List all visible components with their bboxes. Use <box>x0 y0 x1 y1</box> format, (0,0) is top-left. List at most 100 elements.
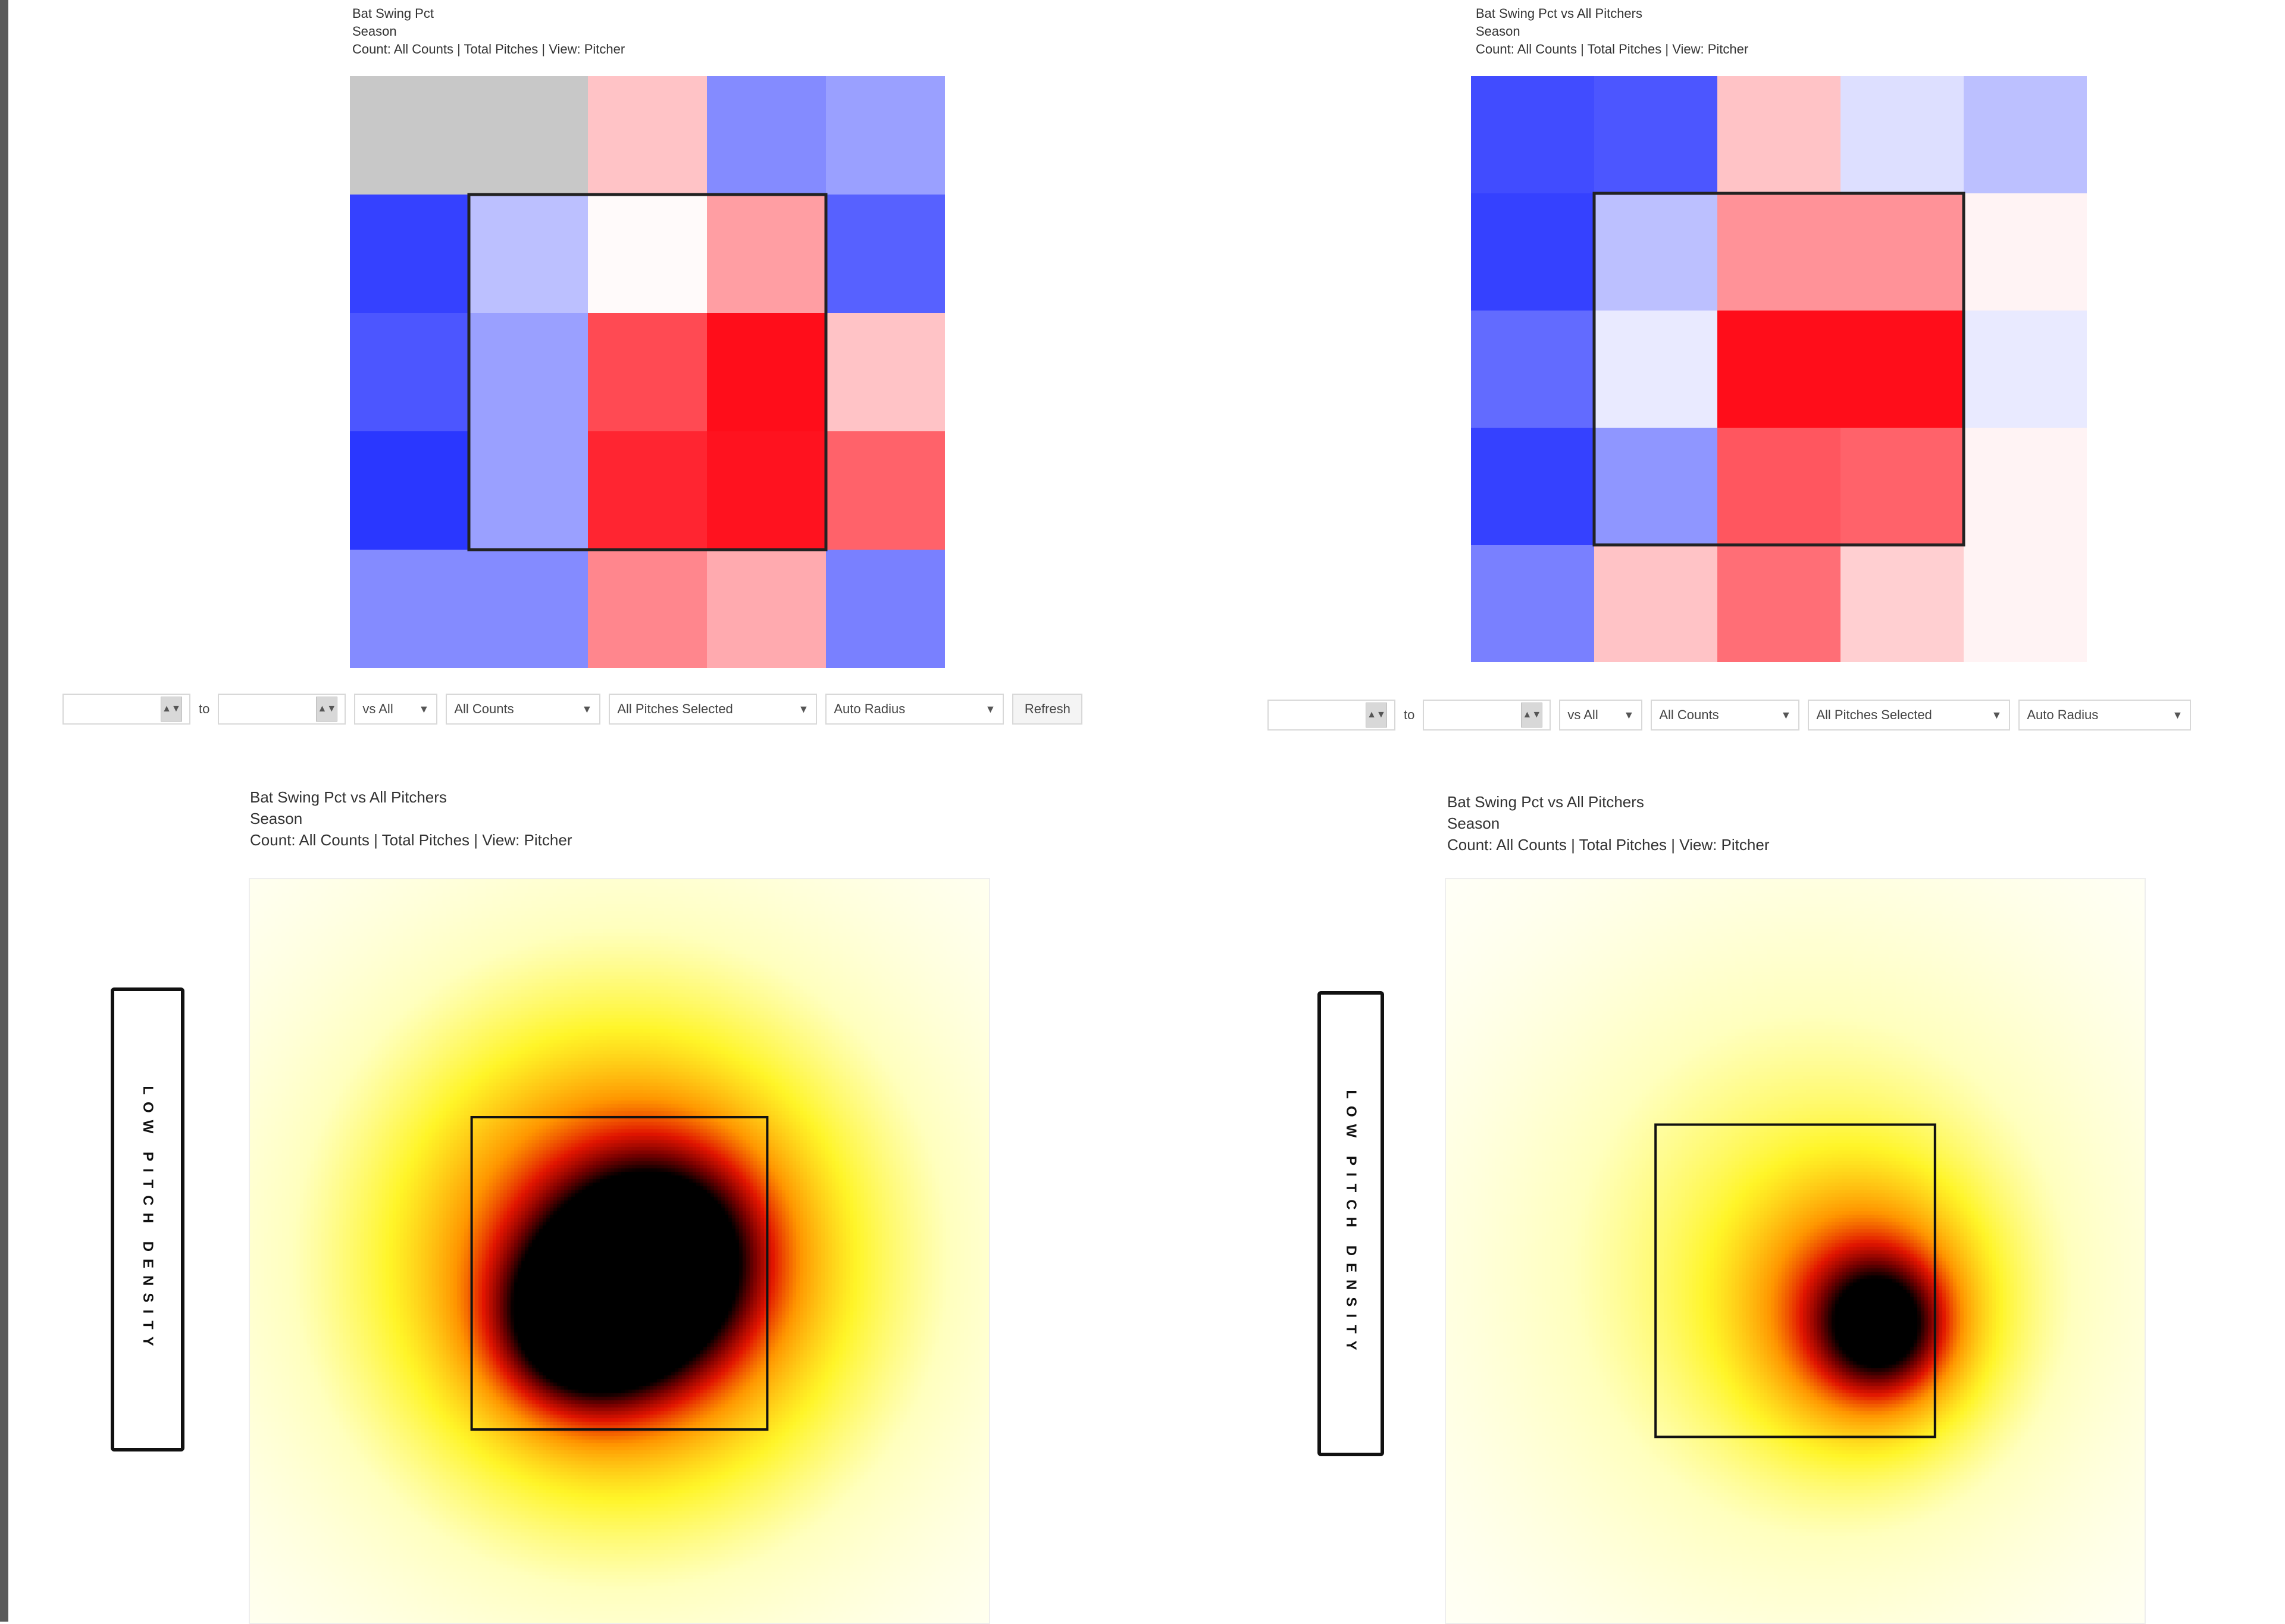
to-label-2: to <box>1404 707 1415 722</box>
vs-select-2-value: vs All <box>1567 707 1598 722</box>
from-date-input-2[interactable]: ▲▼ <box>1267 700 1395 731</box>
chevron-down-icon: ▼ <box>2172 708 2183 721</box>
zone-2-cell-r4-c2 <box>1717 545 1841 662</box>
zone-chart-2-title-line-1: Bat Swing Pct vs All Pitchers <box>1476 6 1642 21</box>
zone-2-cell-r0-c2 <box>1717 76 1841 194</box>
density-chart-2-strike-zone <box>1654 1123 1936 1438</box>
density-legend-2: LOW PITCH DENSITY <box>1317 991 1384 1456</box>
zone-1-cell-r2-c3 <box>707 313 827 432</box>
zone-2-cell-r3-c0 <box>1471 428 1595 545</box>
zone-1-cell-r1-c4 <box>826 195 945 313</box>
zone-chart-2-title: Bat Swing Pct vs All Pitchers Season Cou… <box>1476 5 1748 58</box>
chevron-down-icon: ▼ <box>418 703 430 715</box>
zone-chart-1-title: Bat Swing Pct Season Count: All Counts |… <box>352 5 625 58</box>
density-chart-2 <box>1446 879 2145 1623</box>
density-chart-1-title-line-2: Season <box>250 810 303 827</box>
zone-1-cell-r2-c2 <box>588 313 708 432</box>
count-select-2-value: All Counts <box>1659 707 1719 722</box>
zone-1-cell-r4-c3 <box>707 550 827 668</box>
density-chart-2-strike-zone-box <box>1654 1123 1936 1438</box>
zone-2-cell-r1-c2 <box>1717 193 1841 311</box>
pitch-select-2-value: All Pitches Selected <box>1816 707 1932 722</box>
zone-2-strike-zone <box>1592 192 1965 547</box>
to-label-1: to <box>199 701 210 716</box>
density-legend-2-label: LOW PITCH DENSITY <box>1343 1090 1359 1357</box>
zone-1-cell-r1-c1 <box>469 195 589 313</box>
zone-2-cell-r2-c3 <box>1840 311 1964 428</box>
zone-1-strike-zone <box>467 193 828 551</box>
zone-2-cell-r0-c0 <box>1471 76 1595 194</box>
zone-2-cell-r4-c4 <box>1964 545 2087 662</box>
zone-1-cell-r4-c0 <box>350 550 469 668</box>
density-chart-2-title-line-2: Season <box>1447 814 1500 832</box>
density-chart-2-title-line-1: Bat Swing Pct vs All Pitchers <box>1447 793 1644 811</box>
zone-chart-1 <box>350 76 945 668</box>
zone-2-cell-r0-c1 <box>1594 76 1718 194</box>
zone-chart-2-title-line-3: Count: All Counts | Total Pitches | View… <box>1476 42 1749 57</box>
radius-select-1-value: Auto Radius <box>834 701 906 716</box>
density-chart-2-title: Bat Swing Pct vs All Pitchers Season Cou… <box>1447 791 1769 855</box>
density-legend-1: LOW PITCH DENSITY <box>111 987 184 1451</box>
to-date-spinner-2[interactable]: ▲▼ <box>1521 703 1543 728</box>
zone-1-cell-r1-c0 <box>350 195 469 313</box>
count-select-1[interactable]: All Counts ▼ <box>446 694 601 725</box>
zone-2-cell-r4-c0 <box>1471 545 1595 662</box>
zone-1-cell-r3-c0 <box>350 431 469 550</box>
chevron-down-icon: ▼ <box>1780 708 1792 721</box>
zone-chart-2 <box>1471 76 2087 662</box>
radius-select-1[interactable]: Auto Radius ▼ <box>825 694 1004 725</box>
zone-2-cell-r2-c2 <box>1717 311 1841 428</box>
density-chart-1 <box>250 879 989 1623</box>
vs-select-2[interactable]: vs All ▼ <box>1559 700 1643 731</box>
zone-1-cell-r0-c0 <box>350 76 469 195</box>
zone-2-cell-r3-c4 <box>1964 428 2087 545</box>
to-date-spinner-1[interactable]: ▲▼ <box>316 697 338 722</box>
zone-2-cell-r4-c1 <box>1594 545 1718 662</box>
density-chart-1-strike-zone-box <box>470 1116 769 1431</box>
from-date-input-1[interactable]: ▲▼ <box>62 694 190 725</box>
vs-select-1-value: vs All <box>362 701 393 716</box>
from-date-spinner-1[interactable]: ▲▼ <box>161 697 182 722</box>
density-chart-1-strike-zone <box>470 1116 769 1431</box>
density-chart-2-frame <box>1445 878 2146 1624</box>
radius-select-2-value: Auto Radius <box>2027 707 2099 722</box>
to-date-input-1[interactable]: ▲▼ <box>218 694 346 725</box>
zone-2-cell-r1-c0 <box>1471 193 1595 311</box>
zone-2-cell-r2-c4 <box>1964 311 2087 428</box>
chevron-down-icon: ▼ <box>985 703 996 715</box>
zone-1-cell-r3-c1 <box>469 431 589 550</box>
zone-2-cell-r2-c1 <box>1594 311 1718 428</box>
zone-1-cell-r1-c2 <box>588 195 708 313</box>
vs-select-1[interactable]: vs All ▼ <box>354 694 438 725</box>
pitch-select-2[interactable]: All Pitches Selected ▼ <box>1808 700 2011 731</box>
density-chart-1-frame <box>249 878 990 1624</box>
zone-2-cell-r1-c1 <box>1594 193 1718 311</box>
zone-2-cell-r4-c3 <box>1840 545 1964 662</box>
zone-1-cell-r1-c3 <box>707 195 827 313</box>
from-date-spinner-2[interactable]: ▲▼ <box>1366 703 1387 728</box>
zone-1-cell-r0-c3 <box>707 76 827 195</box>
density-chart-2-title-line-3: Count: All Counts | Total Pitches | View… <box>1447 836 1770 854</box>
to-date-input-2[interactable]: ▲▼ <box>1423 700 1551 731</box>
zone-1-cell-r0-c2 <box>588 76 708 195</box>
zone-chart-1-title-line-3: Count: All Counts | Total Pitches | View… <box>352 42 625 57</box>
density-chart-1-title-line-1: Bat Swing Pct vs All Pitchers <box>250 788 447 806</box>
chevron-down-icon: ▼ <box>798 703 809 715</box>
zone-2-cell-r1-c4 <box>1964 193 2087 311</box>
chevron-down-icon: ▼ <box>1991 708 2002 721</box>
zone-1-cell-r2-c4 <box>826 313 945 432</box>
zone-1-cell-r0-c4 <box>826 76 945 195</box>
window-left-border <box>0 0 8 1622</box>
zone-chart-1-title-line-1: Bat Swing Pct <box>352 6 434 21</box>
count-select-1-value: All Counts <box>454 701 514 716</box>
zone-2-cell-r2-c0 <box>1471 311 1595 428</box>
count-select-2[interactable]: All Counts ▼ <box>1651 700 1800 731</box>
radius-select-2[interactable]: Auto Radius ▼ <box>2018 700 2192 731</box>
zone-1-cell-r4-c4 <box>826 550 945 668</box>
density-legend-1-label: LOW PITCH DENSITY <box>140 1086 156 1353</box>
refresh-button-1[interactable]: Refresh <box>1012 694 1083 725</box>
zone-1-cell-r2-c0 <box>350 313 469 432</box>
pitch-select-1[interactable]: All Pitches Selected ▼ <box>609 694 818 725</box>
zone-chart-2-title-line-2: Season <box>1476 24 1520 39</box>
zone-2-cell-r0-c3 <box>1840 76 1964 194</box>
